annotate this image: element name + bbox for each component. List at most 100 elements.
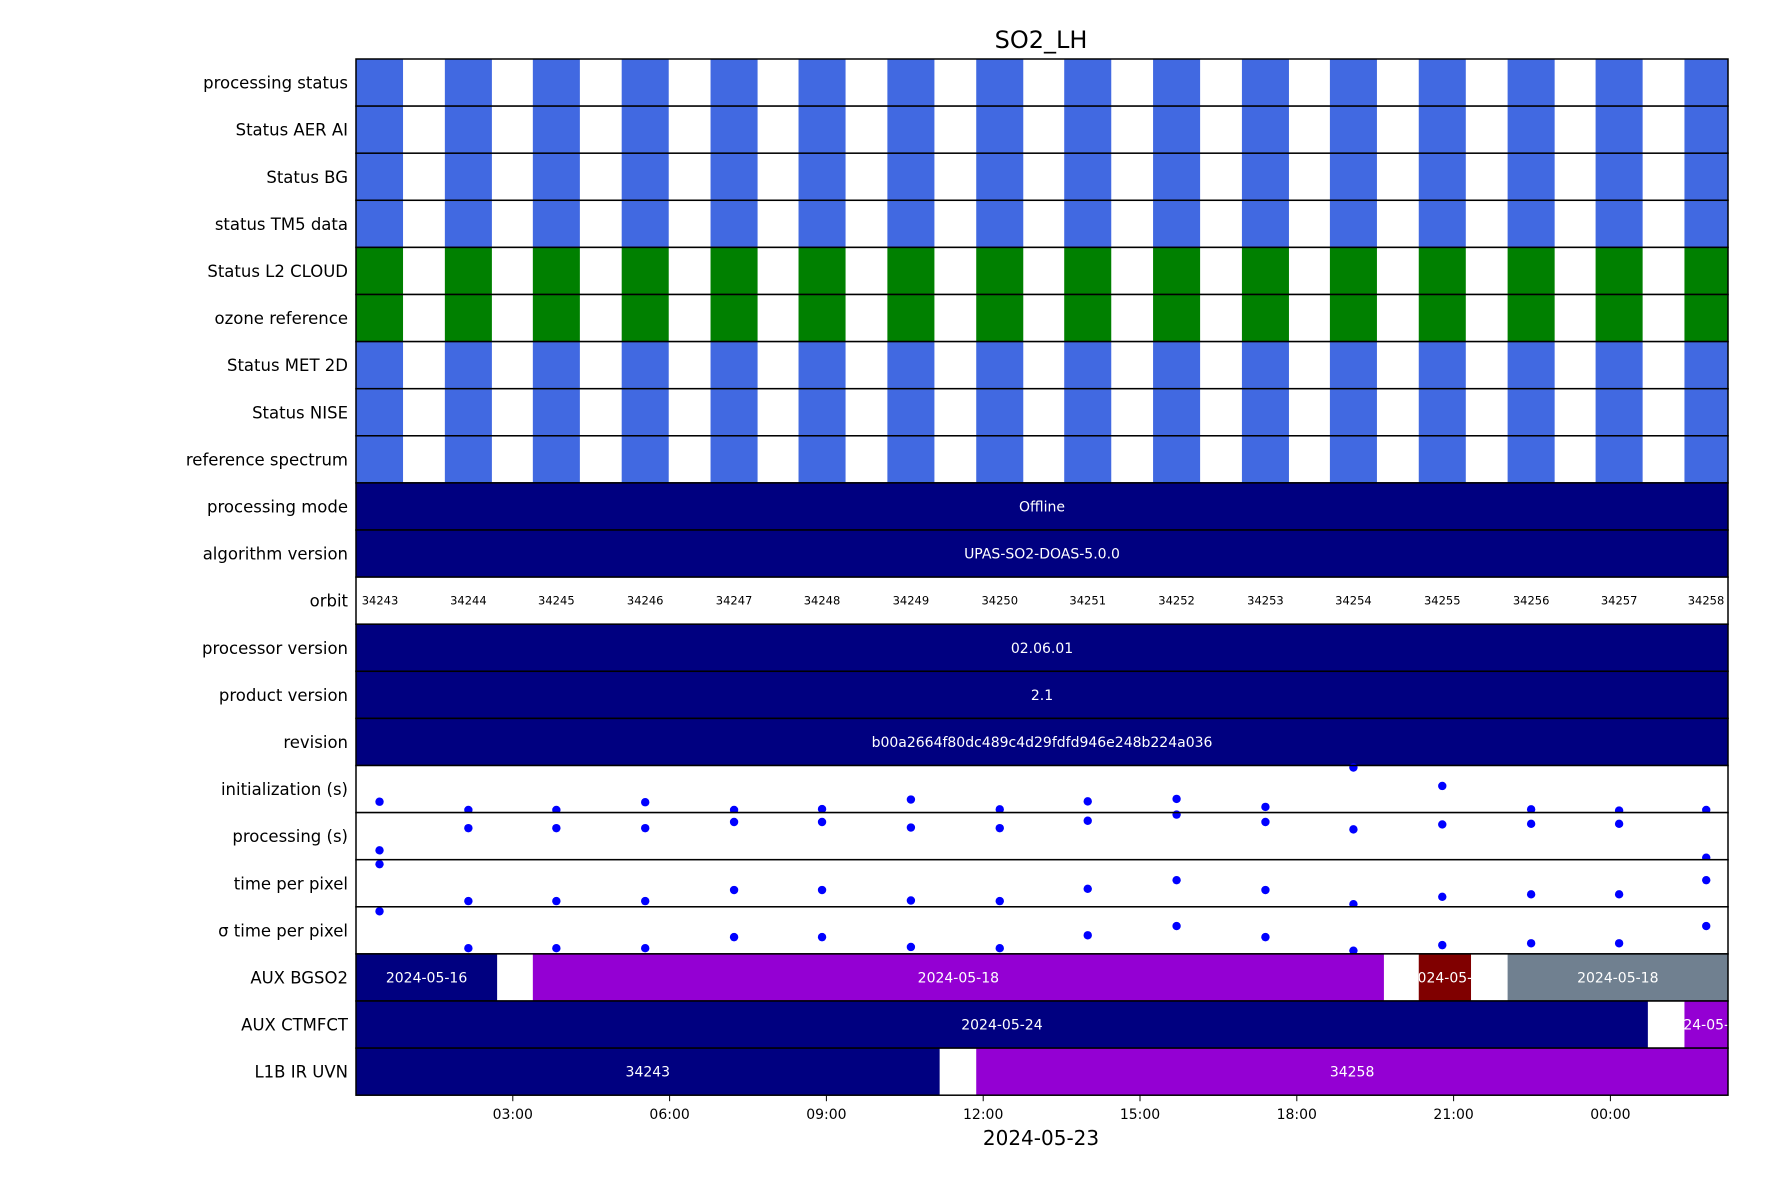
data-point [906,896,916,905]
segment-bar [356,1001,1648,1049]
status-bar [356,247,404,295]
data-point [1702,875,1711,885]
data-point [1526,939,1536,948]
status-bar [1684,294,1728,342]
data-point [1083,931,1092,940]
status-bar [1153,247,1201,295]
data-point [1614,890,1624,899]
status-bar [1684,435,1728,483]
data-point [1261,802,1270,812]
status-bar [444,294,492,342]
row-label: revision [283,733,348,752]
segment-bar [356,671,1728,719]
row-21: L1B IR UVN 34243 34258 [254,1047,1729,1096]
segment-bar [356,530,1728,578]
status-bar [621,388,669,436]
status-bar [1241,435,1289,483]
row-11: orbit 34243 34244 34245 34246 34247 34248 34249… [310,576,1729,625]
row-background [356,153,1728,201]
orbit-number: 34248 [804,594,841,608]
row-label: orbit [310,592,349,611]
data-point [641,944,650,953]
x-tick-label: 18:00 [1277,1107,1317,1123]
segment-bar [1507,953,1728,1001]
status-bar [1064,247,1112,295]
row-label: processing (s) [232,827,348,846]
segment-label: 34243 [626,1065,671,1081]
orbit-number: 34244 [450,594,487,608]
orbit-number: 34249 [893,594,930,608]
status-bar [532,247,580,295]
status-bar [1153,435,1201,483]
status-bar [1064,153,1112,201]
data-point [995,944,1004,953]
status-bar [887,388,935,436]
status-bar [621,294,669,342]
status-bar [532,59,580,107]
status-bar [444,341,492,389]
status-bar [444,388,492,436]
status-bar [710,341,758,389]
status-bar [1241,59,1289,107]
status-bar [1064,59,1112,107]
status-bar [356,435,404,483]
orbit-number: 34253 [1247,594,1284,608]
row-background [356,59,1728,107]
data-point [729,817,739,827]
chart-title: SO2_LH [995,26,1088,54]
row-label: status TM5 data [215,215,348,234]
status-bar [1507,200,1555,248]
segment-bar [356,624,1728,672]
data-point [995,805,1004,814]
segment-label: 34258 [1330,1065,1375,1081]
row-label: initialization (s) [221,780,348,799]
status-bar [532,294,580,342]
status-bar [356,59,404,107]
segment-bar [532,953,1384,1001]
orbit-number: 34246 [627,594,664,608]
status-bar [444,247,492,295]
status-bar [444,106,492,154]
status-bar [1595,153,1643,201]
row-label: Status NISE [252,403,348,422]
status-bar [532,106,580,154]
row-background [356,200,1728,248]
status-bar [1241,153,1289,201]
data-point [641,823,650,833]
data-point [1261,932,1270,942]
status-bar [1684,388,1728,436]
status-bar [887,106,935,154]
status-bar [532,200,580,248]
status-bar [1507,435,1555,483]
x-tick-label: 09:00 [806,1107,846,1123]
status-bar [621,59,669,107]
status-bar [1329,435,1377,483]
orbit-number: 34250 [981,594,1018,608]
x-tick-label: 12:00 [963,1107,1003,1123]
status-bar [710,106,758,154]
status-bar [798,59,846,107]
x-axis: 03:00 06:00 09:00 12:00 15:00 18:00 21:00 00:00 [493,1095,1631,1123]
data-point [1526,890,1536,899]
segment-label: b00a2664f80dc489c4d29fdfd946e248b224a036 [872,735,1213,751]
status-bar [1684,153,1728,201]
row-border [355,1047,1729,1096]
x-tick-label: 00:00 [1590,1107,1630,1123]
row-10: algorithm version UPAS-SO2-DOAS-5.0.0 [203,529,1729,578]
segment-label: 2024-05-1 [1409,970,1481,986]
row-label: AUX CTMFCT [241,1016,349,1035]
status-bar [1418,435,1466,483]
status-bar [1153,200,1201,248]
row-label: ozone reference [215,309,349,328]
row-18: σ time per pixel [218,906,1729,955]
status-bar [1329,59,1377,107]
row-label: product version [219,686,348,705]
status-bar [798,294,846,342]
status-bar [1329,341,1377,389]
status-bar [1418,153,1466,201]
row-4: Status L2 CLOUD [207,246,1729,296]
status-bar [1329,294,1377,342]
data-point [906,795,916,804]
status-bar [1418,59,1466,107]
data-point [1083,797,1092,806]
